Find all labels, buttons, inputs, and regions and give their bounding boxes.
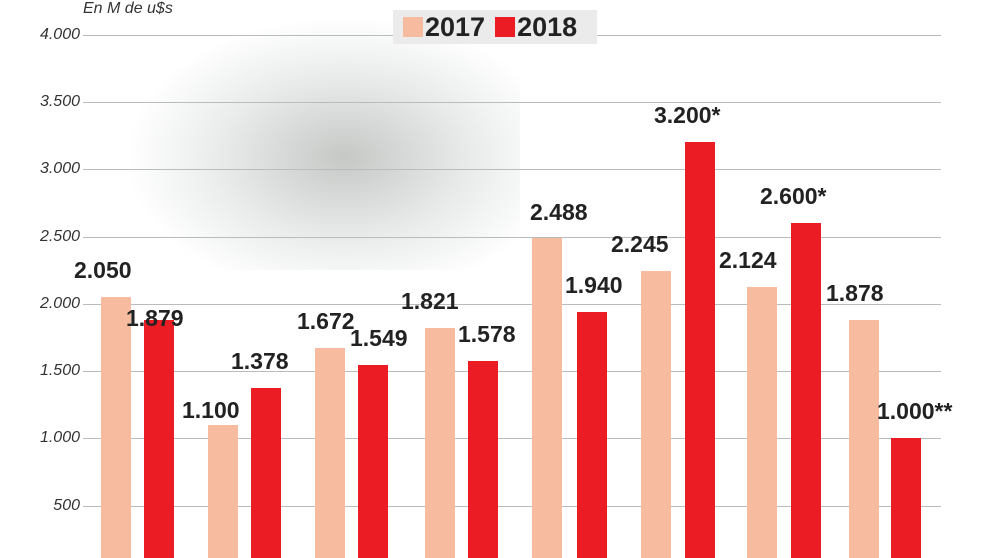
value-label-2018: 1.000** xyxy=(877,398,953,424)
bar-2017 xyxy=(641,271,671,558)
bar-2018 xyxy=(577,312,607,558)
y-tick-label: 500 xyxy=(53,497,80,514)
value-label-2017: 1.100 xyxy=(182,397,240,423)
value-label-2017: 2.050 xyxy=(74,257,132,283)
legend-label-2017: 2017 xyxy=(425,11,486,42)
bar-2018 xyxy=(144,320,174,558)
gridline xyxy=(83,169,941,170)
value-label-2018: 1.378 xyxy=(231,348,289,374)
bar-2017 xyxy=(747,287,777,558)
value-label-2018: 1.879 xyxy=(126,305,184,331)
value-label-2018: 1.549 xyxy=(350,325,408,351)
unit-label: En M de u$s xyxy=(83,0,173,17)
bar-2017 xyxy=(101,297,131,558)
y-tick-label: 2.500 xyxy=(39,228,80,245)
value-label-2018: 2.600* xyxy=(760,183,827,209)
value-label-2017: 1.878 xyxy=(826,280,884,306)
bar-2017 xyxy=(532,238,562,558)
legend-label-2018: 2018 xyxy=(517,11,578,42)
bar-2018 xyxy=(685,142,715,558)
gridline xyxy=(83,371,941,372)
value-label-2018: 1.578 xyxy=(458,321,516,347)
gridline xyxy=(83,438,941,439)
y-tick-label: 2.000 xyxy=(39,295,80,312)
bar-2017 xyxy=(849,320,879,558)
bar-2018 xyxy=(791,223,821,558)
value-label-2017: 2.124 xyxy=(719,247,777,273)
bar-2018 xyxy=(468,361,498,558)
legend: 2017 2018 xyxy=(393,10,597,44)
y-tick-label: 4.000 xyxy=(39,26,80,43)
value-label-2018: 1.940 xyxy=(565,272,623,298)
bar-2017 xyxy=(425,328,455,558)
bar-2017 xyxy=(315,348,345,558)
y-tick-label: 1.000 xyxy=(39,429,80,446)
background-photo-silos xyxy=(130,20,520,270)
value-label-2018: 3.200* xyxy=(654,102,721,128)
gridline xyxy=(83,102,941,103)
value-label-2017: 2.245 xyxy=(611,231,669,257)
y-tick-label: 3.500 xyxy=(39,93,80,110)
value-label-2017: 1.821 xyxy=(401,288,459,314)
bar-2018 xyxy=(358,365,388,558)
gridline xyxy=(83,304,941,305)
bar-2018 xyxy=(891,438,921,558)
legend-swatch-2018 xyxy=(495,17,516,37)
bar-2017 xyxy=(208,425,238,558)
y-tick-label: 1.500 xyxy=(39,362,80,379)
bar-2018 xyxy=(251,388,281,558)
gridline xyxy=(83,506,941,507)
gridline xyxy=(83,237,941,238)
value-label-2017: 1.672 xyxy=(297,308,355,334)
value-label-2017: 2.488 xyxy=(530,199,588,225)
legend-swatch-2017 xyxy=(403,17,423,37)
y-tick-label: 3.000 xyxy=(39,160,80,177)
